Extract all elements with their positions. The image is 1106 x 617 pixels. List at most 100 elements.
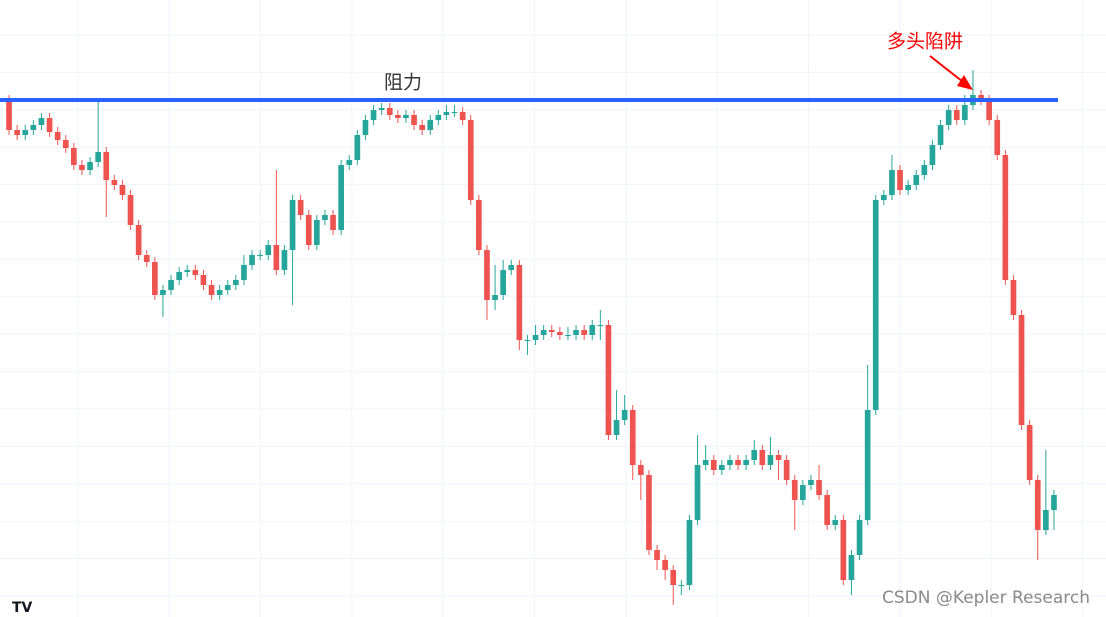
- candle-body: [1051, 495, 1057, 510]
- candle-body: [524, 340, 531, 341]
- arrow-head: [956, 75, 973, 90]
- candle-body: [1010, 280, 1017, 315]
- candle-body: [135, 225, 142, 255]
- candle-body: [856, 520, 863, 555]
- candle-body: [889, 170, 895, 195]
- candle-body: [249, 255, 255, 265]
- candle-body: [573, 330, 579, 335]
- candle-body: [338, 165, 344, 230]
- candle-body: [22, 130, 29, 135]
- candle-body: [289, 200, 296, 250]
- candle-body: [759, 450, 766, 465]
- candle-body: [962, 105, 968, 120]
- candle-body: [54, 132, 61, 140]
- candle-body: [978, 95, 984, 100]
- candle-body: [386, 108, 393, 115]
- candle-body: [305, 215, 312, 245]
- candle-body: [986, 100, 992, 120]
- candle-body: [403, 115, 409, 118]
- candle-body: [103, 152, 110, 180]
- candle-body: [346, 160, 353, 165]
- candle-body: [686, 520, 693, 585]
- candle-body: [143, 255, 150, 262]
- candle-body: [557, 332, 563, 335]
- candle-body: [953, 110, 960, 120]
- candle-body: [597, 325, 604, 326]
- candle-body: [751, 450, 758, 460]
- candle-body: [872, 200, 879, 410]
- candles: [6, 70, 1057, 605]
- candle-body: [500, 270, 506, 295]
- candle-body: [783, 460, 790, 480]
- candle-body: [1026, 425, 1033, 480]
- candle-body: [62, 140, 69, 148]
- candle-body: [168, 280, 174, 290]
- candle-body: [119, 185, 126, 195]
- candle-body: [743, 460, 749, 465]
- candle-body: [621, 410, 628, 420]
- candle-body: [840, 520, 847, 580]
- candle-body: [395, 115, 401, 118]
- candle-body: [459, 112, 466, 120]
- candle-body: [702, 460, 709, 465]
- candle-body: [670, 570, 677, 585]
- candle-body: [224, 285, 231, 290]
- candle-body: [1043, 510, 1049, 530]
- candle-body: [646, 475, 652, 550]
- candle-body: [30, 125, 37, 130]
- candle-body: [816, 480, 822, 495]
- candle-body: [152, 262, 158, 295]
- candle-body: [929, 145, 936, 165]
- candle-body: [832, 520, 839, 525]
- candle-body: [994, 120, 1001, 155]
- candle-body: [314, 220, 320, 245]
- candle-body: [492, 295, 498, 300]
- candle-body: [71, 148, 77, 165]
- candle-body: [265, 245, 272, 255]
- candle-body: [87, 162, 93, 170]
- candle-body: [864, 410, 871, 520]
- candle-body: [257, 255, 263, 256]
- candle-body: [694, 465, 701, 520]
- candle-body: [589, 325, 596, 335]
- candle-body: [467, 120, 474, 200]
- candle-body: [1034, 480, 1041, 530]
- candle-body: [192, 270, 199, 275]
- candle-body: [897, 170, 903, 190]
- candle-body: [160, 290, 166, 295]
- candle-body: [427, 120, 434, 130]
- candle-body: [719, 465, 725, 470]
- candle-body: [532, 335, 539, 340]
- candle-body: [735, 460, 741, 465]
- candle-body: [38, 118, 45, 125]
- candle-body: [548, 330, 555, 332]
- candle-body: [516, 265, 523, 340]
- candle-body: [322, 215, 328, 220]
- candle-body: [800, 485, 806, 500]
- candle-body: [241, 265, 247, 280]
- overlay: 阻力 多头陷阱: [0, 31, 1058, 102]
- candle-body: [127, 195, 134, 225]
- candle-body: [775, 455, 782, 460]
- candle-body: [791, 480, 798, 500]
- candle-body: [913, 175, 920, 185]
- candle-body: [443, 112, 450, 115]
- candle-body: [435, 115, 442, 120]
- candle-body: [881, 195, 887, 200]
- candle-body: [208, 285, 215, 295]
- candle-body: [824, 495, 830, 525]
- candle-body: [354, 135, 361, 160]
- candle-body: [1018, 315, 1025, 425]
- candle-body: [476, 200, 482, 250]
- candle-body: [95, 152, 101, 162]
- candle-body: [281, 250, 288, 270]
- candle-body: [200, 275, 207, 285]
- candle-body: [654, 550, 660, 560]
- watermark: CSDN @Kepler Research: [882, 588, 1090, 608]
- candle-body: [848, 555, 855, 580]
- candle-body: [678, 585, 685, 586]
- candle-body: [14, 130, 20, 135]
- candle-body: [111, 180, 118, 185]
- candle-body: [727, 460, 733, 465]
